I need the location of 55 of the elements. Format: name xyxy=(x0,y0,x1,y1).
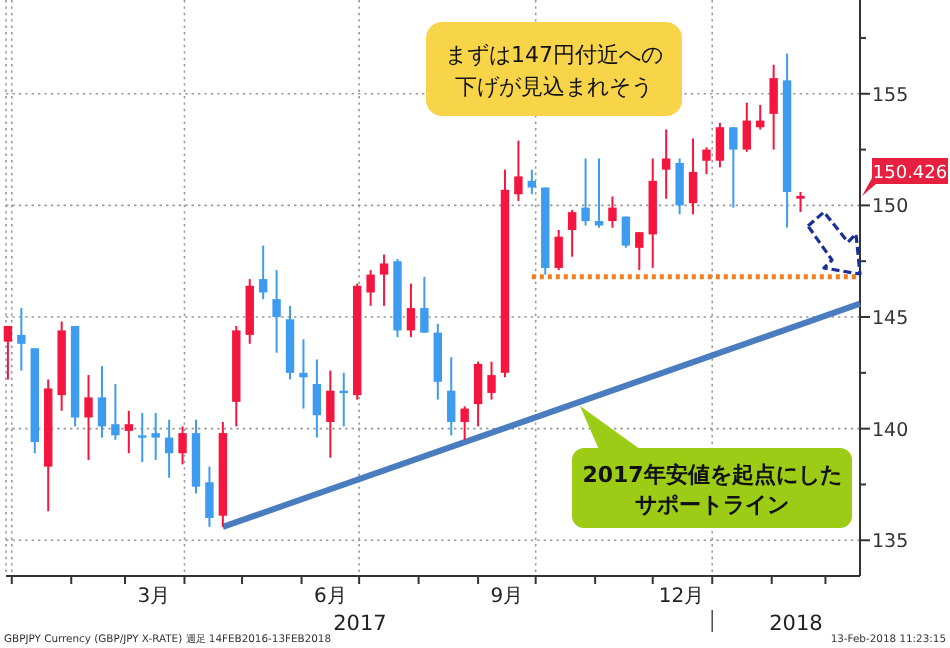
x-tick-label: 3月 xyxy=(137,586,171,608)
candlestick xyxy=(621,215,631,249)
candlestick xyxy=(702,146,711,176)
text: 150.426 xyxy=(872,163,948,184)
candlestick xyxy=(138,412,147,464)
candlestick xyxy=(567,208,577,258)
candlestick xyxy=(258,244,268,301)
candlestick xyxy=(460,405,469,441)
candlestick xyxy=(3,324,13,381)
candlestick xyxy=(272,269,281,354)
text: 2017 xyxy=(333,612,387,636)
x-tick-label: 6月 xyxy=(313,586,347,608)
candlestick xyxy=(715,121,725,169)
candlestick xyxy=(406,282,416,339)
candlestick xyxy=(635,231,644,272)
candlestick xyxy=(447,356,456,437)
annotation: 2017年安値を起点にしたサポートライン xyxy=(582,462,842,518)
candlestick xyxy=(178,425,187,466)
candlestick xyxy=(326,369,335,459)
text: 2018 xyxy=(769,612,823,636)
candlestick xyxy=(379,253,389,307)
candlestick xyxy=(661,128,671,200)
candlestick xyxy=(111,383,120,441)
candlestick xyxy=(473,360,483,428)
x-tick-label: 12月 xyxy=(658,586,705,608)
y-tick-label: 155 xyxy=(872,84,909,107)
candlestick xyxy=(581,157,590,227)
candlestick xyxy=(205,465,214,528)
y-tick-label: 150 xyxy=(872,196,909,219)
y-tick-label: 145 xyxy=(872,308,909,331)
candlestick xyxy=(742,101,751,153)
candlestick xyxy=(675,157,684,216)
candlestick xyxy=(151,412,160,461)
y-tick-label: 135 xyxy=(872,531,909,554)
candlestick xyxy=(487,360,496,401)
candlestick xyxy=(124,409,134,455)
candlestick xyxy=(688,137,698,216)
candlestick xyxy=(312,358,322,439)
candlestick xyxy=(608,195,617,229)
candlestick xyxy=(299,338,308,410)
candlestick xyxy=(97,365,107,439)
candlestick xyxy=(514,139,523,202)
x-tick-label: 9月 xyxy=(490,586,524,608)
candlestick xyxy=(84,374,93,461)
candlestick xyxy=(366,269,375,307)
candlestick xyxy=(769,63,778,151)
candlestick xyxy=(164,418,174,479)
candlestick xyxy=(729,126,738,209)
y-tick-label: 140 xyxy=(872,419,909,442)
annotation: まずは147円付近への下げが見込まれそう xyxy=(445,42,663,100)
candlestick xyxy=(527,168,537,196)
candlestick xyxy=(420,275,429,334)
candlestick xyxy=(17,307,26,372)
candlestick xyxy=(796,191,805,214)
candlestick xyxy=(554,228,563,272)
